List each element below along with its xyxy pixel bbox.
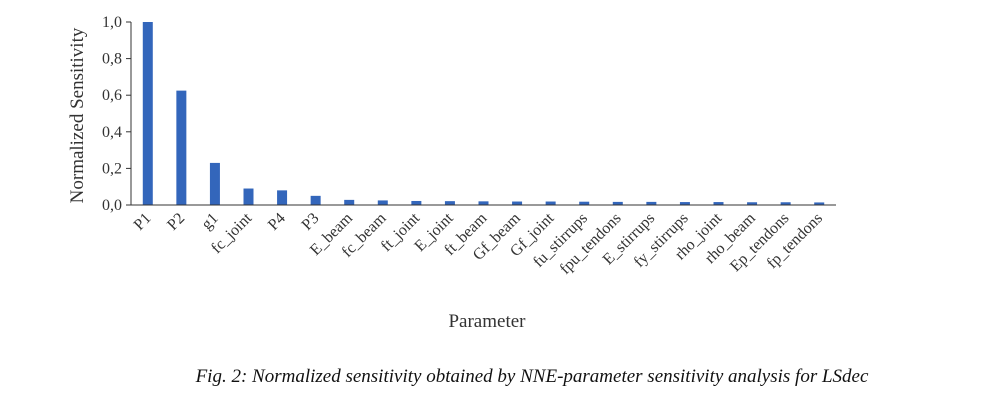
bar-rho-joint <box>713 202 724 205</box>
y-tick-label: 1,0 <box>102 14 122 31</box>
y-axis-title: Normalized Sensitivity <box>67 27 88 203</box>
axes-layer <box>130 22 836 206</box>
x-tick-label: P3 <box>298 210 322 234</box>
bar-fpu-tendons <box>612 201 623 205</box>
bar-rho-beam <box>747 202 758 205</box>
bar-e-stirrups <box>646 201 657 205</box>
x-tick-label: P2 <box>164 210 188 234</box>
y-ticks-layer: 0,0 0,2 0,4 0,6 0,8 1,0 <box>102 14 131 214</box>
bar-e-joint <box>444 201 455 205</box>
bar-p4 <box>277 190 288 205</box>
bar-fp-tendons <box>814 202 825 205</box>
bar-e-beam <box>344 199 355 205</box>
y-tick-label: 0,2 <box>102 160 122 177</box>
bar-fu-stirrups <box>579 201 590 205</box>
bar-fy-stirrups <box>679 202 690 205</box>
x-tick-label: P4 <box>265 210 289 234</box>
x-tick-label: P1 <box>131 210 155 234</box>
y-tick-label: 0,0 <box>102 197 122 214</box>
bar-fc-beam <box>377 200 388 205</box>
x-axis-title: Parameter <box>448 311 526 332</box>
bar-fc-joint <box>243 188 254 205</box>
bar-p3 <box>310 195 321 205</box>
bar-p2 <box>176 90 187 205</box>
bar-ft-beam <box>478 201 489 205</box>
y-tick-label: 0,6 <box>102 87 122 104</box>
bar-ft-joint <box>411 200 422 205</box>
x-tick-label: g1 <box>198 210 221 233</box>
figure-caption: Fig. 2: Normalized sensitivity obtained … <box>195 366 869 387</box>
bar-gf-beam <box>512 201 523 205</box>
bar-gf-joint <box>545 201 556 205</box>
bar-g1 <box>209 162 220 205</box>
y-tick-label: 0,8 <box>102 51 122 68</box>
y-tick-label: 0,4 <box>102 124 122 141</box>
bar-ep-tendons <box>780 202 791 205</box>
bar-p1 <box>142 22 153 205</box>
bars-layer <box>142 22 825 205</box>
